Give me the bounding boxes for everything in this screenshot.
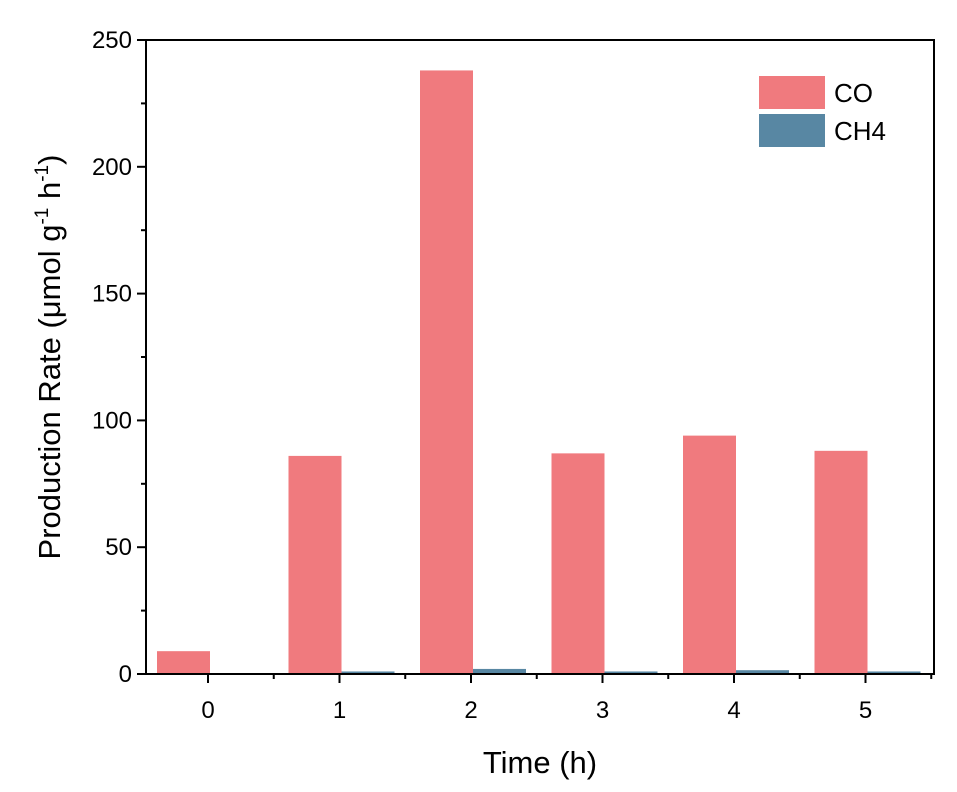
y-tick-label: 250 [92,27,132,54]
y-tick-label: 100 [92,407,132,434]
bar-co-5 [814,450,868,674]
y-axis-title-superscript-2: -1 [32,165,53,182]
bar-ch4-5 [867,671,921,674]
legend-swatch-ch4 [759,114,825,147]
y-axis-title-superscript-1: -1 [32,208,53,225]
legend: CO CH4 [759,76,886,147]
bar-co-4 [683,435,736,674]
y-tick-label: 0 [119,661,132,688]
y-axis-title: Production Rate (μmol g-1 h-1) [32,155,67,560]
bar-co-3 [551,453,605,674]
x-tick-label: 1 [333,697,346,724]
bar-ch4-4 [736,670,789,674]
legend-label-ch4: CH4 [834,116,886,146]
y-axis-title-prefix: Production Rate (μmol g [32,225,67,560]
y-axis: 0 50 100 150 200 250 [92,27,146,688]
bars-group [157,70,921,674]
x-tick-label: 5 [859,697,872,724]
bar-ch4-2 [473,668,526,674]
x-axis-title: Time (h) [483,745,597,780]
bar-co-0 [157,651,210,674]
y-axis-title-middle: h [32,182,67,208]
y-tick-label: 150 [92,281,132,308]
bar-ch4-1 [341,671,395,674]
bar-co-2 [420,70,473,674]
x-tick-label: 2 [464,697,477,724]
y-tick-label: 50 [105,534,132,561]
legend-label-co: CO [834,78,873,108]
x-tick-label: 4 [727,697,740,724]
x-tick-label: 0 [201,697,214,724]
bar-ch4-3 [604,671,658,674]
bar-co-1 [288,455,342,674]
y-axis-title-suffix: ) [32,155,67,165]
x-tick-label: 3 [596,697,609,724]
x-axis: 0 1 2 3 4 5 [201,674,933,724]
y-tick-label: 200 [92,154,132,181]
legend-swatch-co [759,76,825,109]
